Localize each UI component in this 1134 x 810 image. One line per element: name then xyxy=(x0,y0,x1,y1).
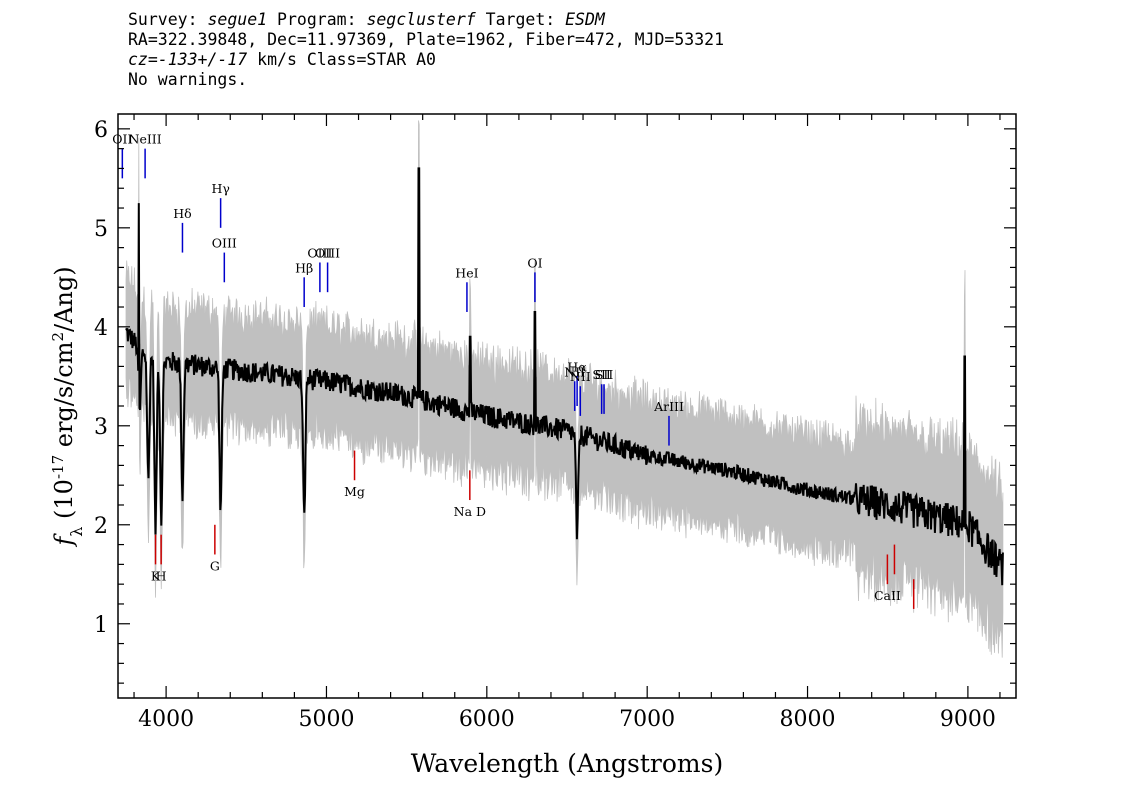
absorption-line-label: Na D xyxy=(454,504,486,519)
emission-line-label: Hδ xyxy=(173,206,191,221)
emission-line-label: OIII xyxy=(307,245,332,260)
emission-line-label: SII xyxy=(592,367,611,382)
y-tick-label: 5 xyxy=(94,217,108,242)
emission-line-label: Hα xyxy=(567,359,587,374)
target-value: ESDM xyxy=(565,10,605,29)
y-tick-label: 2 xyxy=(94,514,108,539)
y-axis-label: fλ (10-17 erg/s/cm2/Ang) xyxy=(49,266,86,547)
emission-line-label: Hγ xyxy=(211,181,229,196)
emission-line-label: SII xyxy=(595,367,614,382)
class-value: km/s Class=STAR A0 xyxy=(247,50,436,69)
emission-line-label: NII xyxy=(570,369,591,384)
cz-value: cz=-133+/-17 xyxy=(128,50,248,69)
survey-label: Survey: xyxy=(128,10,208,29)
emission-line-label: NII xyxy=(564,364,585,379)
y-tick-label: 4 xyxy=(94,316,108,341)
error-band xyxy=(125,120,1004,658)
x-tick-label: 4000 xyxy=(138,707,194,732)
x-tick-label: 5000 xyxy=(298,707,354,732)
header-line-redshift: cz=-133+/-17 km/s Class=STAR A0 xyxy=(128,50,724,70)
emission-line-label: NeIII xyxy=(129,132,162,147)
y-tick-label: 6 xyxy=(94,118,108,143)
plot-area xyxy=(125,120,1004,658)
absorption-line-label: Mg xyxy=(344,484,365,499)
x-tick-label: 9000 xyxy=(940,707,996,732)
absorption-line-label: CaII xyxy=(874,588,901,603)
header-line-coordinates: RA=322.39848, Dec=11.97369, Plate=1962, … xyxy=(128,30,725,49)
absorption-line-label: K xyxy=(151,568,161,583)
emission-line-label: OI xyxy=(527,255,542,270)
spectrum-header: Survey: segue1 Program: segclusterf Targ… xyxy=(128,10,724,90)
x-tick-label: 6000 xyxy=(459,707,515,732)
target-label: Target: xyxy=(475,10,566,29)
emission-line-label: OIII xyxy=(212,236,237,251)
flux-line xyxy=(125,167,1004,586)
absorption-line-label: H xyxy=(156,568,167,583)
emission-line-label: HeI xyxy=(455,265,478,280)
absorption-line-label: G xyxy=(210,558,220,573)
program-label: Program: xyxy=(267,10,367,29)
x-tick-label: 8000 xyxy=(780,707,836,732)
emission-line-label: ArIII xyxy=(653,399,684,414)
survey-value: segue1 xyxy=(207,10,268,29)
header-line-survey: Survey: segue1 Program: segclusterf Targ… xyxy=(128,10,724,30)
x-tick-label: 7000 xyxy=(619,707,675,732)
emission-line-label: OIII xyxy=(315,245,340,260)
header-line-warnings: No warnings. xyxy=(128,70,248,89)
y-tick-label: 3 xyxy=(94,415,108,440)
x-axis-label: Wavelength (Angstroms) xyxy=(411,749,723,778)
emission-line-label: Hβ xyxy=(295,260,313,275)
y-tick-label: 1 xyxy=(94,613,108,638)
program-value: segclusterf xyxy=(366,10,476,29)
